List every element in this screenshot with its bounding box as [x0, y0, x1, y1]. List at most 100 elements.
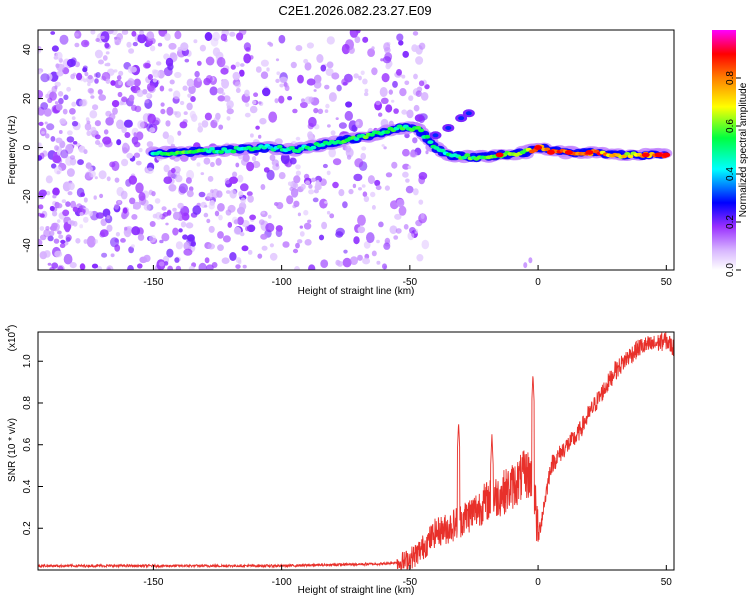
noise-blob: [128, 94, 135, 102]
noise-blob: [152, 78, 158, 83]
noise-blob: [174, 30, 182, 40]
noise-blob: [247, 249, 253, 255]
ridge-peak: [585, 150, 594, 155]
noise-blob: [38, 189, 47, 197]
noise-blob: [90, 95, 95, 99]
noise-blob: [166, 248, 174, 258]
noise-blob: [102, 55, 108, 61]
noise-blob: [75, 238, 81, 244]
noise-blob: [206, 192, 213, 200]
noise-blob: [329, 213, 335, 219]
noise-blob: [174, 71, 182, 79]
noise-blob: [120, 190, 128, 200]
noise-blob: [360, 70, 365, 76]
noise-blob: [118, 101, 124, 106]
noise-blob: [342, 257, 352, 268]
noise-blob: [112, 107, 118, 115]
noise-blob: [89, 110, 98, 119]
noise-blob: [97, 266, 102, 270]
noise-blob: [384, 185, 390, 191]
noise-blob: [54, 250, 63, 258]
noise-blob: [57, 265, 64, 270]
noise-blob: [308, 264, 316, 270]
noise-blob: [396, 33, 404, 42]
noise-blob: [59, 34, 69, 45]
noise-blob: [391, 99, 395, 103]
noise-blob: [161, 233, 170, 242]
noise-blob: [206, 218, 211, 224]
noise-blob: [261, 245, 268, 251]
noise-blob: [106, 176, 111, 182]
noise-blob: [204, 257, 210, 264]
branch-blob: [465, 111, 472, 116]
y-tick-label: 0.8: [22, 396, 33, 410]
noise-blob: [269, 42, 274, 47]
noise-blob: [79, 212, 84, 216]
noise-blob: [165, 57, 174, 67]
noise-blob: [111, 100, 120, 108]
noise-blob: [348, 46, 355, 54]
noise-blob: [289, 186, 295, 192]
y-tick-label: 0: [22, 144, 33, 150]
ridge-peak: [662, 152, 671, 158]
noise-blob: [136, 131, 144, 141]
x-tick-label: -50: [403, 577, 418, 588]
noise-blob: [55, 203, 63, 209]
noise-blob: [187, 93, 192, 98]
noise-blob: [146, 167, 154, 174]
x-tick-label: 0: [535, 277, 541, 288]
noise-blob: [233, 226, 242, 235]
ridge-peak: [546, 150, 555, 155]
noise-blob: [131, 214, 138, 220]
noise-blob: [83, 239, 88, 244]
noise-blob: [109, 161, 116, 168]
noise-blob: [396, 69, 402, 76]
noise-blob: [183, 111, 188, 115]
noise-blob: [235, 264, 241, 269]
noise-blob: [240, 63, 245, 67]
noise-blob: [131, 104, 137, 112]
noise-blob: [528, 257, 533, 264]
noise-blob: [95, 72, 101, 78]
noise-blob: [168, 42, 177, 50]
noise-blob: [304, 62, 312, 71]
noise-blob: [126, 41, 132, 48]
noise-blob: [126, 79, 132, 86]
noise-blob: [416, 254, 424, 262]
x-tick-label: -100: [272, 577, 292, 588]
noise-blob: [67, 191, 73, 196]
noise-blob: [58, 234, 64, 239]
noise-blob: [287, 96, 293, 101]
noise-blob: [409, 227, 416, 234]
noise-blob: [180, 221, 187, 228]
ridge-peak: [654, 152, 663, 158]
ridge-segment: [353, 137, 360, 141]
noise-blob: [207, 243, 215, 250]
noise-blob: [312, 197, 319, 203]
ridge-segment: [418, 128, 425, 133]
noise-blob: [275, 58, 280, 62]
noise-blob: [203, 157, 211, 165]
noise-blob: [259, 117, 267, 125]
noise-blob: [343, 249, 348, 254]
noise-blob: [217, 244, 224, 252]
noise-blob: [90, 30, 96, 35]
noise-blob: [399, 88, 407, 97]
noise-blob: [126, 152, 133, 159]
ridge-segment: [310, 145, 317, 150]
spectrogram-image: [38, 30, 673, 270]
noise-blob: [287, 181, 292, 186]
noise-blob: [197, 77, 201, 82]
figure-title: C2E1.2026.082.23.27.E09: [278, 3, 431, 18]
noise-blob: [223, 95, 231, 102]
noise-blob: [146, 141, 154, 148]
noise-blob: [385, 63, 391, 70]
noise-blob: [165, 120, 171, 127]
noise-blob: [313, 89, 317, 92]
noise-blob: [405, 178, 410, 183]
noise-blob: [357, 254, 363, 261]
noise-blob: [258, 219, 265, 226]
noise-blob: [163, 164, 170, 173]
noise-blob: [217, 87, 224, 94]
noise-blob: [198, 262, 207, 270]
